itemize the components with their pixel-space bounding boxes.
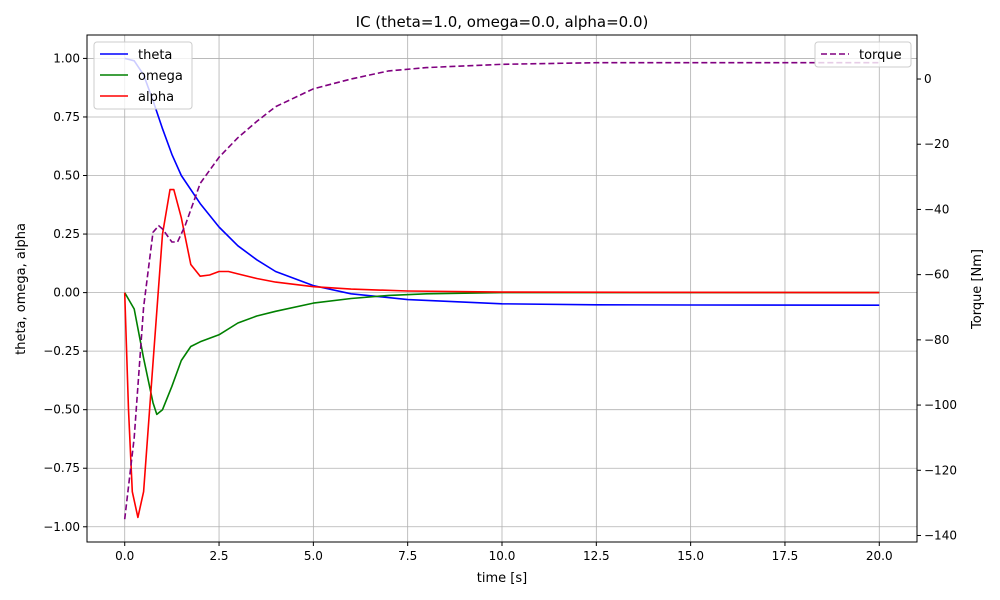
legend-label-torque: torque [859, 48, 902, 63]
y-tick-label: 0.75 [53, 110, 80, 124]
chart-title: IC (theta=1.0, omega=0.0, alpha=0.0) [356, 13, 649, 31]
x-tick-label: 17.5 [772, 549, 799, 563]
x-tick-label: 2.5 [209, 549, 228, 563]
y2-axis-label: Torque [Nm] [970, 249, 985, 330]
y2-tick-label: −120 [924, 463, 957, 477]
y-tick-label: −0.50 [43, 403, 80, 417]
series-line-torque [123, 61, 880, 520]
x-tick-label: 5.0 [304, 549, 323, 563]
y2-tick-label: −100 [924, 398, 957, 412]
x-tick-label: 15.0 [677, 549, 704, 563]
legend-label-omega: omega [138, 69, 183, 84]
series-line-alpha [123, 188, 880, 519]
y-tick-label: −1.00 [43, 520, 80, 534]
x-tick-label: 12.5 [583, 549, 610, 563]
x-tick-label: 10.0 [489, 549, 516, 563]
legend-label-alpha: alpha [138, 90, 174, 105]
legend-label-theta: theta [138, 48, 172, 63]
y2-tick-label: −80 [924, 333, 949, 347]
y-tick-label: −0.75 [43, 461, 80, 475]
x-tick-label: 20.0 [866, 549, 893, 563]
y-tick-label: 0.25 [53, 227, 80, 241]
y2-tick-label: −140 [924, 528, 957, 542]
y2-tick-label: 0 [924, 72, 932, 86]
y-axis-label: theta, omega, alpha [14, 223, 29, 355]
y2-tick-label: −40 [924, 202, 949, 216]
y-tick-label: 0.50 [53, 169, 80, 183]
y-tick-label: 0.00 [53, 286, 80, 300]
x-axis-label: time [s] [477, 571, 527, 586]
y2-tick-label: −20 [924, 137, 949, 151]
legend-left [93, 41, 193, 110]
y-tick-label: 1.00 [53, 51, 80, 65]
legend-right [814, 41, 912, 68]
y2-tick-label: −60 [924, 268, 949, 282]
x-tick-label: 0.0 [115, 549, 134, 563]
plot-frame [86, 34, 918, 543]
x-tick-label: 7.5 [398, 549, 417, 563]
series-line-omega [124, 291, 880, 416]
y-tick-label: −0.25 [43, 344, 80, 358]
